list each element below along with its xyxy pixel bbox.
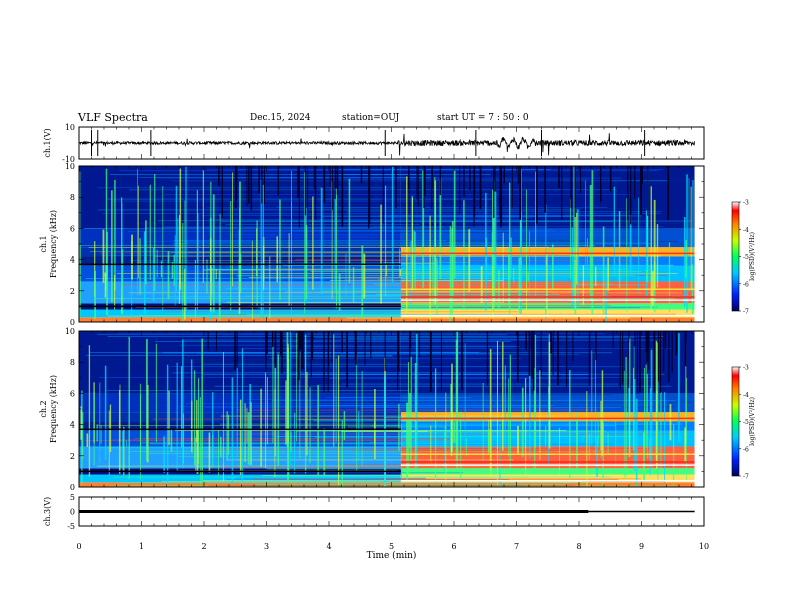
ch1-y-tick-label: 10 xyxy=(65,123,75,132)
x-tick-label: 5 xyxy=(389,542,394,551)
ch1-waveform-trace xyxy=(79,133,695,156)
ch2-y-tick-label: 4 xyxy=(70,421,75,430)
ch1-colorbar-tick-label: -4 xyxy=(743,227,749,234)
ch2-blank-region xyxy=(694,331,704,487)
ch1-blank-region xyxy=(694,166,704,322)
ch2-y-tick-label: 2 xyxy=(70,452,75,461)
ch1-y-tick-label: 0 xyxy=(70,318,75,327)
x-tick-label: 2 xyxy=(201,542,206,551)
ch1-band xyxy=(400,303,695,310)
ch2-colorbar-label: log(PSD)(V²/Hz) xyxy=(749,397,756,446)
ch1-band xyxy=(400,281,695,304)
ch1-band xyxy=(400,228,695,248)
ch2-y-tick-label: 0 xyxy=(70,483,75,492)
ch2-y-tick-label: 6 xyxy=(70,389,75,398)
x-tick-label: 0 xyxy=(76,542,81,551)
x-axis-label: Time (min) xyxy=(367,550,417,561)
ch1-y-tick-label: 6 xyxy=(70,224,75,233)
ch3-y-tick-label: 0 xyxy=(70,508,75,517)
x-tick-label: 1 xyxy=(139,542,144,551)
date-label: Dec.15, 2024 xyxy=(250,113,311,123)
ch2-band xyxy=(400,430,695,447)
ch2-y-tick-label: 8 xyxy=(70,358,75,367)
x-tick-label: 10 xyxy=(699,542,709,551)
ch2-band xyxy=(400,446,695,469)
ch2-spectrogram-image xyxy=(79,331,704,487)
station-label: station=OUJ xyxy=(342,113,400,123)
ch2-colorbar-tick-label: -6 xyxy=(743,446,749,453)
ch1-y-tick-label: 8 xyxy=(70,193,75,202)
ch3-ylabel: ch.3(V) xyxy=(43,497,52,526)
ch2-band xyxy=(400,468,695,475)
ch1-ylabel-channel: ch.1 xyxy=(39,235,48,252)
ch2-band xyxy=(400,474,695,483)
ch1-colorbar xyxy=(731,201,740,312)
x-tick-label: 7 xyxy=(514,542,519,551)
ch1-colorbar-tick-label: -6 xyxy=(743,281,749,288)
chart-title: VLF Spectra xyxy=(78,111,148,124)
ch1-y-tick-label: 4 xyxy=(70,256,75,265)
ch1-colorbar-label: log(PSD)(V²/Hz) xyxy=(749,232,756,281)
ch1-colorbar-tick-label: -5 xyxy=(743,254,749,261)
ch2-band xyxy=(400,412,695,422)
ch1-y-tick-label: -10 xyxy=(62,155,75,164)
ch1-y-tick-label: 10 xyxy=(65,162,75,171)
ch2-colorbar-tick-label: -5 xyxy=(743,419,749,426)
ch2-colorbar-tick-label: -7 xyxy=(743,474,749,481)
ch2-colorbar-tick-label: -4 xyxy=(743,392,749,399)
ch2-colorbar xyxy=(731,366,740,477)
x-tick-label: 8 xyxy=(576,542,581,551)
ch2-band xyxy=(400,421,695,431)
ch2-colorbar-tick-label: -3 xyxy=(743,365,749,372)
ch2-ylabel-channel: ch.2 xyxy=(39,400,48,417)
start-time-label: start UT = 7 : 50 : 0 xyxy=(437,113,529,123)
ch2-ylabel-frequency: Frequency (kHz) xyxy=(49,375,58,443)
x-tick-label: 4 xyxy=(326,542,331,551)
ch2-y-tick-label: 10 xyxy=(65,327,75,336)
ch1-band xyxy=(400,309,695,318)
ch2-band xyxy=(79,482,401,487)
ch1-band xyxy=(400,317,695,322)
ch3-y-tick-label: -5 xyxy=(67,522,75,531)
x-tick-label: 3 xyxy=(264,542,269,551)
ch1-colorbar-tick-label: -3 xyxy=(743,200,749,207)
ch1-band xyxy=(79,317,401,322)
ch1-y-tick-label: 2 xyxy=(70,287,75,296)
x-tick-label: 6 xyxy=(451,542,456,551)
ch1-ylabel-frequency: Frequency (kHz) xyxy=(49,210,58,278)
ch1-band xyxy=(400,256,695,266)
x-tick-label: 9 xyxy=(639,542,644,551)
ch3-y-tick-label: 5 xyxy=(70,493,75,502)
ch1-waveform-ylabel: ch.1(V) xyxy=(43,128,52,157)
ch1-spectrogram-image xyxy=(78,166,704,323)
ch1-colorbar-tick-label: -7 xyxy=(743,309,749,316)
